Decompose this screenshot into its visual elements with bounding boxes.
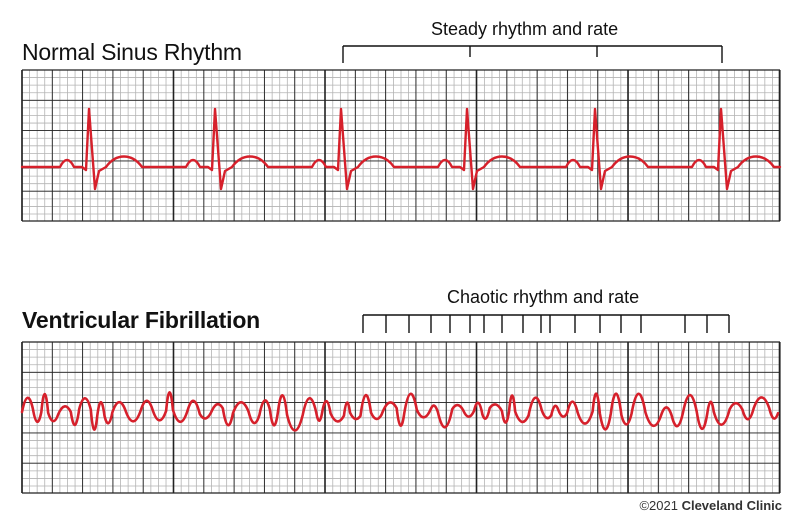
bracket-chaotic (362, 314, 730, 333)
ecg-trace-vf (20, 390, 780, 432)
bracket-steady (342, 45, 723, 63)
ecg-grid-vf (21, 341, 781, 494)
ecg-strip-normal-sinus-rhythm (20, 45, 782, 222)
copyright-credit: ©2021 Cleveland Clinic (639, 498, 782, 513)
title-ventricular-fibrillation: Ventricular Fibrillation (22, 307, 261, 333)
title-normal-sinus-rhythm: Normal Sinus Rhythm (22, 39, 242, 65)
ecg-trace-nsr (20, 107, 782, 191)
annotation-steady: Steady rhythm and rate (431, 19, 619, 39)
credit-brand: Cleveland Clinic (681, 498, 782, 513)
ecg-grid-nsr (21, 69, 781, 222)
annotation-chaotic: Chaotic rhythm and rate (447, 287, 640, 307)
credit-year: ©2021 (639, 498, 678, 513)
